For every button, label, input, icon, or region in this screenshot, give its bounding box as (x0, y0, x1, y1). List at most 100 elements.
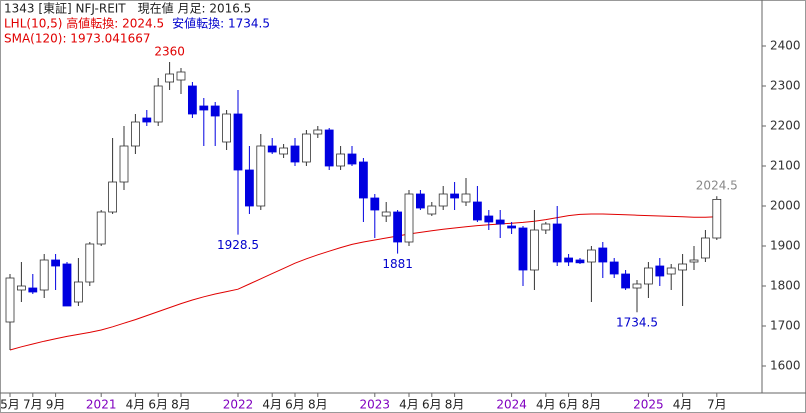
sma-line (9, 213, 717, 351)
candle-body (587, 249, 596, 263)
candle-body (5, 277, 15, 323)
y-tick-label: 1700 (770, 319, 801, 333)
candle-body (74, 281, 83, 303)
candle-body (51, 259, 60, 267)
x-tick-label: 4月 (673, 398, 693, 412)
candle-body (666, 267, 676, 275)
candle-body (119, 145, 129, 183)
candle-body (689, 259, 699, 263)
candle-body (438, 193, 448, 207)
candle-body (244, 169, 254, 207)
header-text: SMA(120): 1973.041667 (4, 32, 150, 46)
candle-body (598, 247, 608, 263)
candle-body (507, 225, 517, 229)
candle-body (267, 145, 277, 153)
candle-body (39, 259, 49, 291)
x-tick-label: 6月 (148, 398, 168, 412)
candle-body (575, 259, 585, 264)
candle-body (678, 263, 687, 271)
candle-body (62, 263, 72, 307)
candle-body (472, 201, 482, 221)
x-tick-label: 6月 (559, 398, 579, 412)
annotation: 1881 (382, 257, 413, 271)
y-tick-label: 2300 (770, 79, 801, 93)
candle-body (176, 71, 186, 81)
candle-body (404, 193, 414, 243)
y-tick-label: 1600 (770, 359, 801, 373)
x-tick-label: 8月 (445, 398, 465, 412)
candle-body (108, 181, 117, 213)
candle-body (96, 211, 106, 245)
x-tick-label: 8月 (582, 398, 602, 412)
candle-body (701, 237, 710, 259)
annotation: 1734.5 (616, 316, 658, 330)
candle-body (358, 161, 368, 199)
x-tick-label: 8月 (171, 398, 191, 412)
candle-body (609, 261, 619, 275)
candle-body (381, 211, 391, 217)
candle-body (347, 153, 357, 165)
candle-body (187, 85, 197, 115)
candle-body (313, 129, 323, 135)
x-tick-label: 4月 (262, 398, 282, 412)
candle-body (324, 129, 334, 167)
candle-body (621, 273, 630, 289)
annotation: 2024.5 (696, 179, 738, 193)
x-tick-label: 2022 (223, 398, 254, 412)
x-tick-label: 2021 (86, 398, 117, 412)
y-tick-label: 1800 (770, 279, 801, 293)
annotation: 1928.5 (217, 238, 259, 252)
candle-body (142, 117, 152, 123)
candle-body (712, 198, 722, 239)
candle-body (279, 147, 289, 155)
x-tick-label: 7月 (23, 398, 43, 412)
candle-body (518, 227, 528, 271)
candle-body (28, 287, 38, 293)
x-tick-label: 9月 (46, 398, 66, 412)
candle-body (393, 211, 403, 243)
x-tick-label: 6月 (422, 398, 442, 412)
candle-body (256, 145, 266, 207)
x-tick-label: 2023 (360, 398, 391, 412)
candle-body (336, 153, 346, 167)
y-tick-label: 1900 (770, 239, 801, 253)
candle-body (290, 145, 300, 163)
candle-body (632, 283, 642, 289)
x-tick-label: 6月 (285, 398, 305, 412)
x-tick-label: 2024 (496, 398, 527, 412)
y-tick-label: 2200 (770, 119, 801, 133)
y-tick-label: 2400 (770, 39, 801, 53)
y-tick-label: 2100 (770, 159, 801, 173)
x-tick-label: 7月 (707, 398, 727, 412)
candle-body (130, 121, 140, 147)
candle-body (541, 223, 551, 231)
x-tick-label: 4月 (399, 398, 419, 412)
candle-body (222, 113, 232, 143)
candle-body (233, 113, 243, 171)
candle-body (16, 285, 26, 291)
x-tick-label: 8月 (308, 398, 328, 412)
candle-body (450, 193, 460, 199)
candle-body (461, 193, 471, 203)
candle-body (301, 133, 311, 163)
header-text: LHL(10,5) 高値転換: 2024.5 (4, 16, 164, 31)
x-tick-label: 4月 (126, 398, 146, 412)
candle-body (552, 223, 562, 263)
candle-body (85, 243, 95, 283)
candle-body (153, 85, 163, 123)
candle-body (210, 105, 220, 117)
candle-body (415, 193, 425, 209)
header-text: 安値転換: 1734.5 (172, 16, 270, 31)
x-tick-label: 5月 (0, 398, 20, 412)
candle-body (644, 267, 653, 285)
candle-body (370, 197, 380, 211)
candle-body (495, 219, 505, 225)
candle-body (530, 229, 539, 271)
candle-body (484, 215, 494, 223)
x-tick-label: 2025 (633, 398, 664, 412)
candle-body (655, 265, 665, 277)
annotation: 2360 (154, 45, 185, 59)
candle-body (165, 73, 175, 83)
